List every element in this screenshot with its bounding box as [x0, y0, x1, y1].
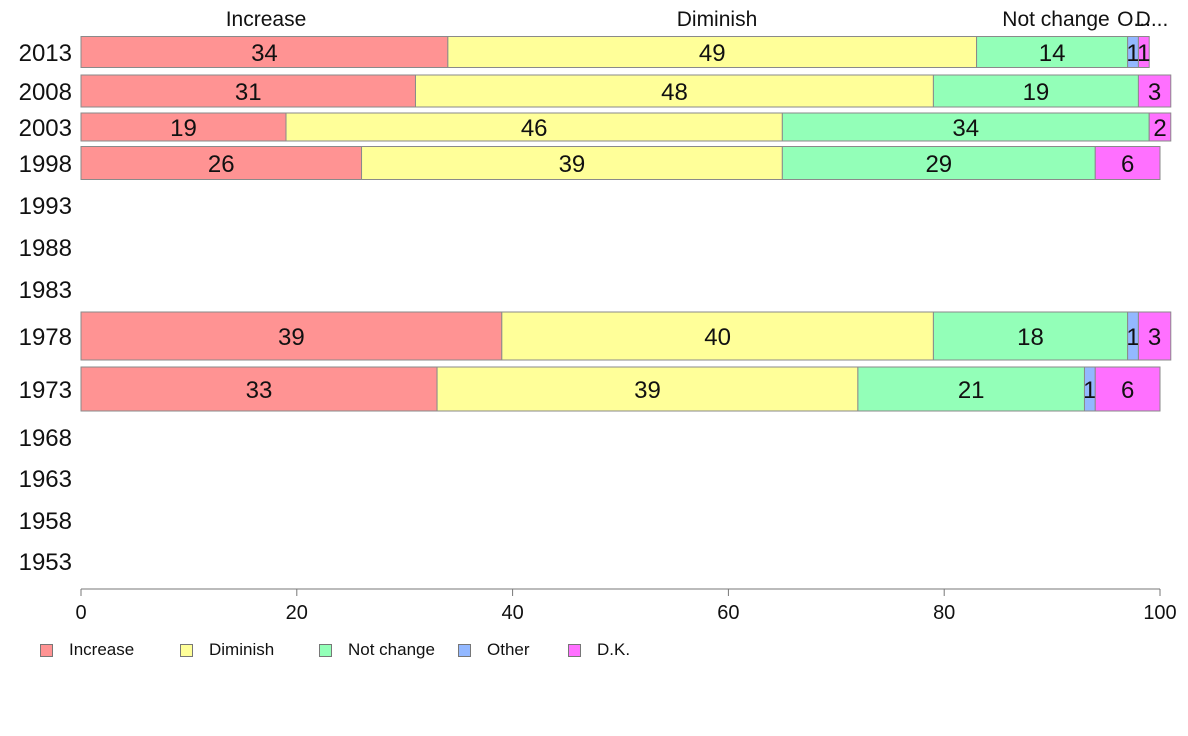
legend-item: Other — [458, 640, 568, 660]
category-label: 2008 — [19, 79, 72, 106]
bar-segment — [80, 146, 363, 180]
legend-label: D.K. — [597, 640, 631, 659]
x-tick-label: 60 — [717, 602, 739, 624]
x-tick-label: 20 — [286, 602, 308, 624]
data-label: 6 — [1121, 377, 1134, 404]
legend-label: Not change — [348, 640, 435, 659]
data-label: 19 — [170, 115, 197, 142]
category-label: 1973 — [19, 377, 72, 404]
category-label: 1963 — [19, 466, 72, 493]
bar-segment — [781, 112, 1150, 142]
bar-segment — [447, 36, 978, 68]
column-header: Not change — [1002, 8, 1109, 31]
legend-item: Diminish — [180, 640, 319, 660]
data-label: 39 — [559, 151, 586, 178]
bar-segment — [80, 311, 503, 361]
legend-swatch — [180, 643, 193, 657]
legend-label: Diminish — [209, 640, 275, 659]
bar-segment — [1137, 311, 1172, 361]
data-label: 1 — [1083, 377, 1096, 404]
bar-segment — [932, 311, 1129, 361]
category-label: 2013 — [19, 40, 72, 67]
bar-segment — [1137, 36, 1150, 68]
bar-segment — [1094, 366, 1161, 412]
data-label: 19 — [1023, 79, 1050, 106]
legend-label: Increase — [69, 640, 135, 659]
bar-segment — [80, 366, 438, 412]
column-header: Increase — [226, 8, 307, 31]
data-label: 46 — [521, 115, 548, 142]
data-label: 6 — [1121, 151, 1134, 178]
data-label: 48 — [661, 79, 688, 106]
category-label: 1993 — [19, 193, 72, 220]
legend-swatch — [568, 643, 581, 657]
x-axis: 0 20 40 60 80 100 — [75, 588, 1177, 624]
data-label: 33 — [246, 377, 273, 404]
legend-swatch — [458, 643, 471, 657]
category-label: 1958 — [19, 508, 72, 535]
data-label: 1 — [1137, 40, 1150, 67]
bar-segment — [1148, 112, 1172, 142]
data-label: 34 — [952, 115, 979, 142]
legend-label: Other — [487, 640, 530, 659]
data-label: 34 — [251, 40, 278, 67]
data-label: 39 — [278, 324, 305, 351]
legend-swatch — [319, 643, 332, 657]
bar-segment — [501, 311, 934, 361]
x-tick-label: 0 — [75, 602, 86, 624]
category-label: 1983 — [19, 277, 72, 304]
data-label: 14 — [1039, 40, 1066, 67]
data-label: 31 — [235, 79, 262, 106]
column-header: O... — [1117, 8, 1151, 31]
category-label: 1998 — [19, 151, 72, 178]
x-tick-label: 100 — [1143, 602, 1176, 624]
legend-item: D.K. — [568, 640, 688, 660]
bar-segment — [414, 74, 934, 108]
x-tick-label: 40 — [501, 602, 523, 624]
category-label: 1953 — [19, 549, 72, 576]
category-label: 1988 — [19, 235, 72, 262]
category-label: 1978 — [19, 324, 72, 351]
bar-segment — [857, 366, 1085, 412]
data-label: 18 — [1017, 324, 1044, 351]
bar-segment — [436, 366, 859, 412]
data-label: 29 — [925, 151, 952, 178]
data-label: 1 — [1126, 324, 1139, 351]
data-label: 3 — [1148, 79, 1161, 106]
legend-item: Increase — [40, 640, 180, 660]
legend-swatch — [40, 643, 53, 657]
bar-segment — [781, 146, 1096, 180]
legend: Increase Diminish Not change Other D.K. — [40, 640, 688, 660]
data-label: 21 — [958, 377, 985, 404]
column-header: Diminish — [677, 8, 758, 31]
bar-segment — [1137, 74, 1172, 108]
data-label: 40 — [704, 324, 731, 351]
column-headers: Increase Diminish Not change O...D... — [226, 8, 1169, 31]
data-label: 3 — [1148, 324, 1161, 351]
data-label: 39 — [634, 377, 661, 404]
category-label: 1968 — [19, 425, 72, 452]
data-label: 1 — [1126, 40, 1139, 67]
data-label: 2 — [1153, 115, 1166, 142]
column-header: D... — [1136, 8, 1169, 31]
bar-segment — [1094, 146, 1161, 180]
category-labels: 2013 2008 2003 1998 1993 1988 1983 1978 1973 1968… — [19, 40, 72, 576]
data-label: 49 — [699, 40, 726, 67]
x-tick-label: 80 — [933, 602, 955, 624]
bar-segment — [932, 74, 1139, 108]
category-label: 2003 — [19, 115, 72, 142]
legend-item: Not change — [319, 640, 458, 660]
bar-segment — [361, 146, 783, 180]
data-label: 26 — [208, 151, 235, 178]
bar-segment — [80, 112, 287, 142]
